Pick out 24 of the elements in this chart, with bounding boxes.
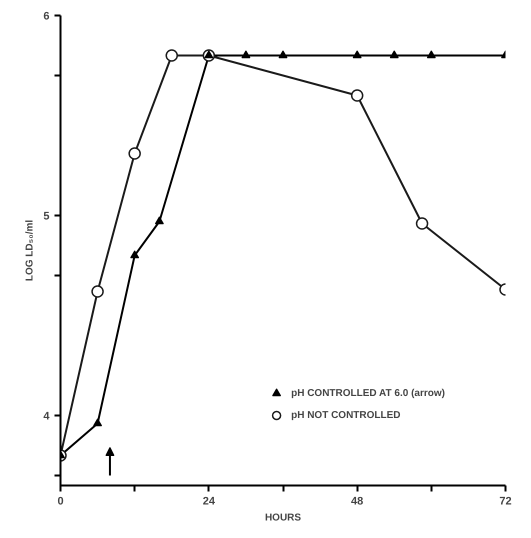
point (390, 50, 399, 58)
y-axis-title: LOG LD₅₀/ml (24, 220, 36, 282)
point (241, 50, 250, 58)
point (426, 50, 436, 58)
point (350, 89, 364, 102)
point (130, 250, 140, 258)
y-tick-label: 6 (43, 10, 50, 22)
x-tick-label: 0 (57, 496, 64, 508)
point (91, 285, 104, 298)
x-axis-title: HOURS (264, 512, 302, 524)
point (416, 217, 428, 230)
y-tick-label: 4 (43, 410, 50, 422)
x-tick-label: 72 (499, 496, 512, 508)
x-tick-label: 24 (202, 496, 216, 508)
point (93, 418, 102, 426)
point (166, 49, 178, 62)
point (128, 147, 141, 160)
point (352, 50, 362, 58)
y-tick-label: 5 (43, 210, 50, 222)
legend-label: pH NOT CONTROLLED (291, 410, 401, 420)
point (278, 50, 288, 58)
x-tick-label: 48 (351, 496, 364, 508)
point (154, 216, 164, 224)
legend-label: pH CONTROLLED AT 6.0 (arrow) (291, 388, 445, 398)
